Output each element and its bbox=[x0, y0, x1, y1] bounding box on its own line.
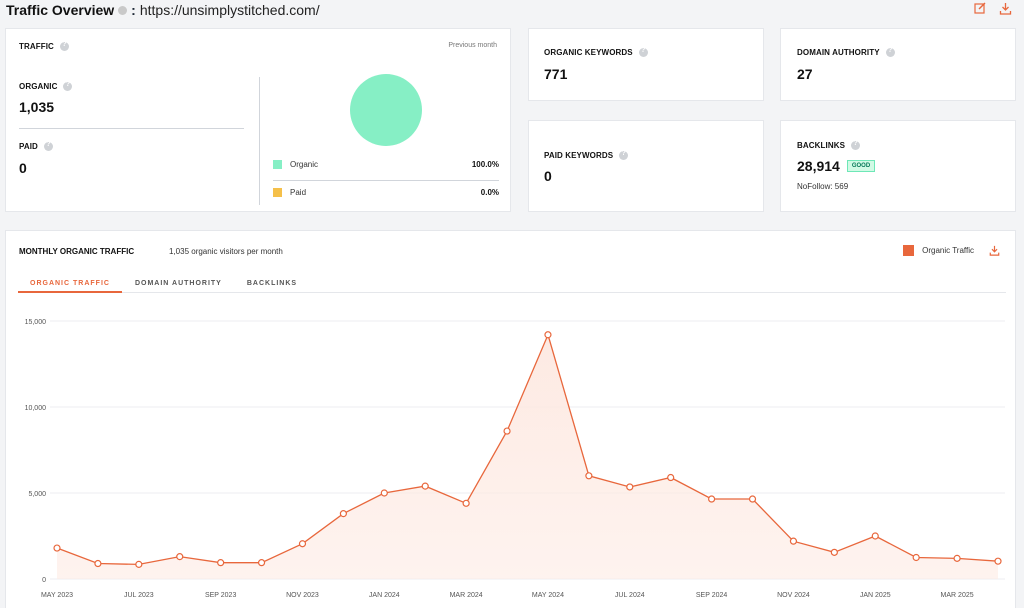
download-icon[interactable] bbox=[999, 2, 1012, 15]
vertical-divider bbox=[259, 77, 260, 205]
organic-keywords-label: ORGANIC KEYWORDS bbox=[544, 47, 648, 57]
status-badge: GOOD bbox=[846, 160, 876, 172]
paid-keywords-card: PAID KEYWORDS 0 bbox=[528, 120, 764, 212]
organic-keywords-card: ORGANIC KEYWORDS 771 bbox=[528, 28, 764, 101]
organic-value: 1,035 bbox=[19, 99, 55, 115]
help-icon[interactable] bbox=[43, 141, 53, 151]
traffic-card: TRAFFIC Previous month ORGANIC 1,035 PAI… bbox=[5, 28, 511, 212]
traffic-pie bbox=[350, 74, 422, 146]
legend-paid-label: Paid bbox=[290, 188, 307, 197]
site-url: https://unsimplystitched.com/ bbox=[139, 2, 320, 18]
help-icon[interactable] bbox=[851, 140, 861, 150]
help-icon[interactable] bbox=[638, 47, 648, 57]
traffic-label: TRAFFIC bbox=[19, 41, 69, 51]
help-icon[interactable] bbox=[885, 47, 895, 57]
divider bbox=[19, 128, 244, 129]
legend-paid-pct: 0.0% bbox=[480, 188, 499, 197]
organic-swatch bbox=[273, 160, 282, 170]
tab-organic-traffic[interactable]: ORGANIC TRAFFIC bbox=[18, 279, 122, 293]
organic-label: ORGANIC bbox=[19, 81, 73, 91]
monthly-title: MONTHLY ORGANIC TRAFFIC bbox=[19, 247, 135, 256]
domain-authority-card: DOMAIN AUTHORITY 27 bbox=[780, 28, 1016, 101]
chart-legend: Organic Traffic bbox=[903, 245, 974, 256]
paid-keywords-label: PAID KEYWORDS bbox=[544, 150, 629, 160]
paid-value: 0 bbox=[19, 160, 27, 176]
backlinks-label: BACKLINKS bbox=[797, 140, 861, 150]
pie-slice-organic bbox=[350, 74, 422, 146]
domain-authority-label: DOMAIN AUTHORITY bbox=[797, 47, 895, 57]
backlinks-value: 28,914 bbox=[797, 158, 840, 174]
page-header: Traffic Overview : https://unsimplystitc… bbox=[6, 0, 320, 20]
paid-label: PAID bbox=[19, 141, 53, 151]
period-label: Previous month bbox=[448, 42, 497, 49]
domain-authority-value: 27 bbox=[797, 66, 813, 82]
title-separator: : bbox=[131, 2, 136, 18]
divider bbox=[273, 180, 499, 181]
help-icon[interactable] bbox=[619, 150, 629, 160]
header-actions bbox=[974, 2, 1012, 15]
tab-domain-authority[interactable]: DOMAIN AUTHORITY bbox=[134, 280, 222, 287]
legend-swatch bbox=[903, 245, 915, 256]
legend-label: Organic Traffic bbox=[922, 246, 974, 255]
help-icon[interactable] bbox=[59, 41, 69, 51]
download-chart-icon[interactable] bbox=[989, 245, 1000, 256]
edit-report-icon[interactable] bbox=[974, 2, 987, 15]
info-icon[interactable] bbox=[118, 5, 128, 15]
pie-legend-paid: Paid 0.0% bbox=[273, 188, 499, 198]
monthly-traffic-card: MONTHLY ORGANIC TRAFFIC 1,035 organic vi… bbox=[5, 230, 1016, 608]
chart-tabs: ORGANIC TRAFFIC DOMAIN AUTHORITY BACKLIN… bbox=[18, 279, 1006, 293]
pie-legend-organic: Organic 100.0% bbox=[273, 160, 499, 170]
backlinks-row: 28,914 GOOD bbox=[797, 158, 876, 174]
help-icon[interactable] bbox=[63, 81, 73, 91]
organic-keywords-value: 771 bbox=[544, 66, 568, 82]
page-title: Traffic Overview bbox=[6, 2, 115, 18]
nofollow-count: NoFollow: 569 bbox=[797, 182, 849, 191]
monthly-subtitle: 1,035 organic visitors per month bbox=[169, 247, 283, 256]
backlinks-card: BACKLINKS 28,914 GOOD NoFollow: 569 bbox=[780, 120, 1016, 212]
paid-keywords-value: 0 bbox=[544, 168, 552, 184]
legend-organic-pct: 100.0% bbox=[471, 160, 499, 169]
legend-organic-label: Organic bbox=[290, 160, 319, 169]
paid-swatch bbox=[273, 188, 282, 198]
tab-backlinks[interactable]: BACKLINKS bbox=[246, 280, 298, 287]
